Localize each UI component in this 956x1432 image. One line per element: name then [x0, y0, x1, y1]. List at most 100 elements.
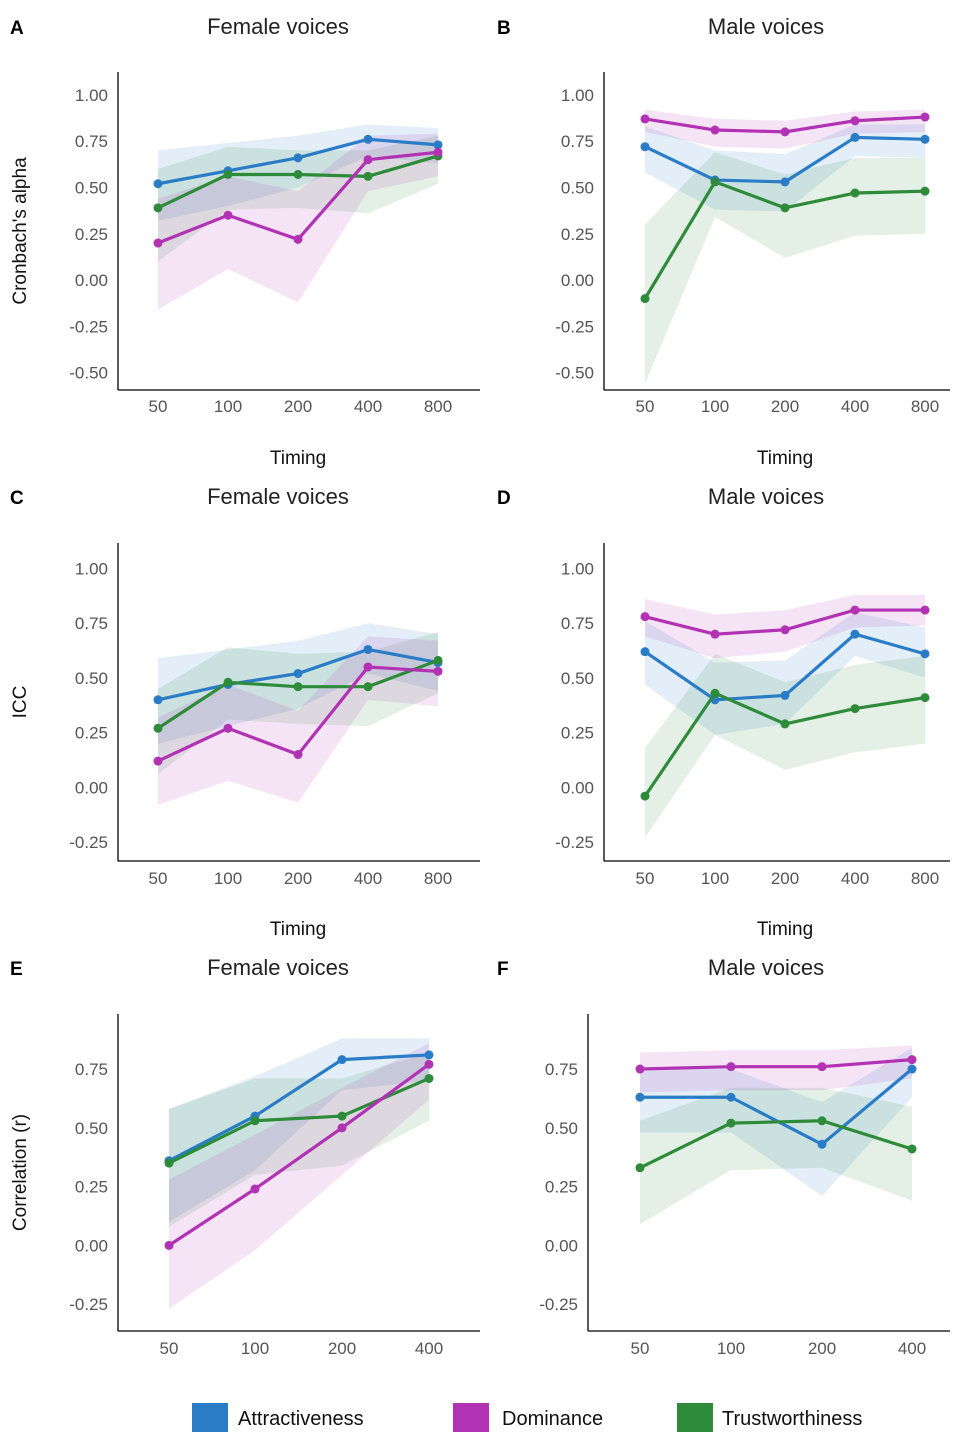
trustworthiness-data-point [293, 682, 303, 692]
trustworthiness-series-line [639, 1119, 913, 1170]
trustworthiness-data-point [640, 791, 650, 801]
trustworthiness-data-point [920, 693, 930, 703]
trustworthiness-data-point [920, 186, 930, 196]
attractiveness-data-point [817, 1139, 827, 1149]
dominance-data-point [250, 1184, 260, 1194]
chart-panel-f: F Male voices 0.75 0.50 0.25 0.00 -0.25 50 100 20… [497, 955, 950, 1358]
dominance-data-point [164, 1240, 174, 1250]
dominance-data-point [433, 147, 443, 157]
legend-swatch-dominance [453, 1403, 489, 1432]
dominance-data-point [293, 750, 303, 760]
trustworthiness-data-point [850, 188, 860, 198]
y-axis-title: Correlation (r) [10, 1114, 31, 1231]
dominance-data-point [293, 234, 303, 244]
legend-swatch-attractiveness [192, 1403, 228, 1432]
chart-panel-a: A Female voices 1.00 0.75 0.50 0.25 0.00 -0.25 -… [10, 14, 480, 469]
x-tick-label: 400 [841, 397, 869, 416]
attractiveness-data-point [640, 142, 650, 152]
dominance-ci-band [169, 1043, 429, 1309]
x-tick-label: 200 [284, 869, 312, 888]
dominance-data-point [424, 1059, 434, 1069]
x-tick-label: 200 [284, 397, 312, 416]
y-tick-label: 0.00 [545, 1236, 578, 1255]
x-axis-title: Timing [270, 448, 326, 469]
y-tick-label: -0.25 [555, 317, 594, 336]
panel-letter: B [497, 18, 511, 39]
y-tick-label: 0.50 [75, 1119, 108, 1138]
attractiveness-data-point [635, 1092, 645, 1102]
attractiveness-data-point [907, 1064, 917, 1074]
y-tick-label: 0.75 [561, 614, 594, 633]
y-tick-label: 0.25 [75, 724, 108, 743]
attractiveness-data-point [780, 177, 790, 187]
dominance-data-point [640, 612, 650, 622]
attractiveness-data-point [850, 629, 860, 639]
x-axis-title: Timing [270, 919, 326, 940]
chart-panel-c: C Female voices 1.00 0.75 0.50 0.25 0.00 -0.25 5… [10, 484, 480, 940]
y-tick-label: 0.00 [75, 778, 108, 797]
trustworthiness-data-point [780, 203, 790, 213]
trustworthiness-data-point [710, 688, 720, 698]
attractiveness-ci-band [169, 1038, 429, 1222]
x-tick-label: 800 [424, 397, 452, 416]
y-tick-label: 0.00 [75, 1236, 108, 1255]
dominance-data-point [907, 1055, 917, 1065]
attractiveness-data-point [920, 134, 930, 144]
legend: Attractiveness Dominance Trustworthiness [192, 1403, 862, 1432]
legend-label-dominance: Dominance [502, 1408, 603, 1430]
attractiveness-data-point [293, 669, 303, 679]
dominance-data-point [433, 666, 443, 676]
panel-letter: F [497, 959, 509, 980]
attractiveness-data-point [780, 690, 790, 700]
dominance-data-point [223, 210, 233, 220]
attractiveness-data-point [363, 644, 373, 654]
dominance-data-point [153, 756, 163, 766]
trustworthiness-data-point [153, 723, 163, 733]
x-tick-label: 50 [149, 869, 168, 888]
y-tick-label: -0.25 [539, 1295, 578, 1314]
attractiveness-data-point [640, 647, 650, 657]
y-tick-label: -0.50 [555, 364, 594, 383]
y-tick-label: 1.00 [75, 560, 108, 579]
trustworthiness-data-point [640, 294, 650, 304]
x-tick-label: 100 [214, 869, 242, 888]
trustworthiness-ci-band [645, 152, 925, 384]
y-tick-label: -0.25 [555, 833, 594, 852]
attractiveness-series-line [168, 1053, 430, 1163]
trustworthiness-data-point [424, 1073, 434, 1083]
x-tick-label: 800 [424, 869, 452, 888]
trustworthiness-data-point [635, 1163, 645, 1173]
trustworthiness-data-point [710, 177, 720, 187]
trustworthiness-data-point [850, 704, 860, 714]
attractiveness-data-point [726, 1092, 736, 1102]
x-tick-label: 400 [354, 869, 382, 888]
x-tick-label: 400 [898, 1339, 926, 1358]
chart-panel-d: D Male voices 1.00 0.75 0.50 0.25 0.00 -0.25 50 1… [497, 484, 950, 940]
dominance-data-point [726, 1062, 736, 1072]
panel-letter: C [10, 488, 24, 509]
dominance-series-line [639, 1058, 913, 1071]
x-tick-label: 800 [911, 397, 939, 416]
x-tick-label: 400 [841, 869, 869, 888]
panel-title: Male voices [708, 14, 824, 39]
dominance-data-point [850, 605, 860, 615]
x-tick-label: 50 [636, 397, 655, 416]
x-tick-label: 100 [717, 1339, 745, 1358]
trustworthiness-data-point [223, 677, 233, 687]
x-tick-label: 50 [149, 397, 168, 416]
y-tick-label: 0.75 [561, 132, 594, 151]
dominance-data-point [153, 238, 163, 248]
attractiveness-data-point [850, 132, 860, 142]
x-tick-label: 50 [160, 1339, 179, 1358]
trustworthiness-data-point [223, 169, 233, 179]
trustworthiness-data-point [250, 1116, 260, 1126]
trustworthiness-data-point [293, 169, 303, 179]
x-tick-label: 100 [701, 869, 729, 888]
y-tick-label: -0.50 [69, 364, 108, 383]
trustworthiness-data-point [907, 1144, 917, 1154]
x-tick-label: 800 [911, 869, 939, 888]
dominance-data-point [363, 662, 373, 672]
panel-title: Female voices [207, 484, 349, 509]
dominance-data-point [223, 723, 233, 733]
